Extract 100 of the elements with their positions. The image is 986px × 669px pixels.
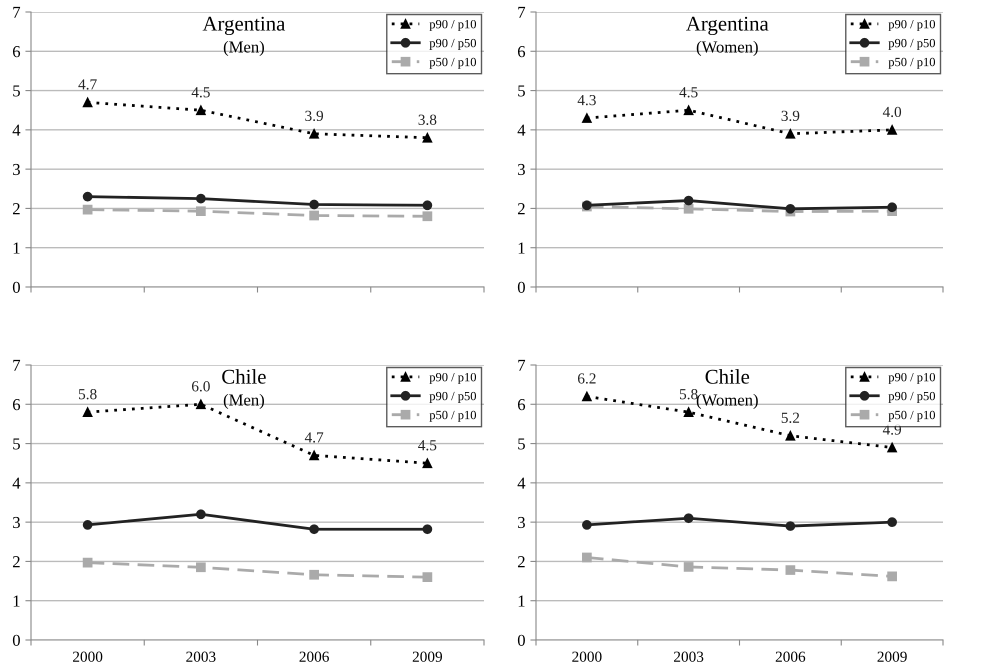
- data-label: 4.7: [78, 79, 97, 90]
- legend-label: p90 / p10: [888, 372, 936, 384]
- y-tick-label: 6: [12, 46, 20, 58]
- y-tick-label: 4: [12, 478, 20, 489]
- y-tick-label: 2: [518, 556, 525, 568]
- y-tick-label: 4: [518, 124, 526, 136]
- data-label: 4.5: [192, 87, 210, 98]
- point: [887, 571, 897, 582]
- y-tick-label: 2: [12, 203, 20, 214]
- chart-title: Argentina: [202, 16, 286, 36]
- x-tick-label: 2006: [776, 652, 806, 662]
- point: [684, 196, 694, 206]
- x-tick-label: 2009: [412, 652, 442, 662]
- y-tick-label: 0: [12, 282, 20, 293]
- point: [422, 200, 432, 210]
- legend-label: p90 / p50: [429, 38, 476, 50]
- data-label: 4.5: [679, 87, 698, 98]
- point: [196, 509, 206, 520]
- point: [582, 552, 592, 562]
- point: [82, 204, 92, 214]
- y-tick-label: 4: [12, 124, 20, 136]
- y-tick-label: 0: [12, 634, 20, 646]
- y-tick-label: 7: [518, 6, 526, 18]
- point: [786, 204, 796, 214]
- y-tick-label: 5: [518, 85, 525, 97]
- y-tick-label: 3: [518, 516, 525, 528]
- data-label: 3.8: [418, 114, 436, 125]
- point: [309, 128, 319, 139]
- point: [684, 204, 694, 214]
- legend-label: p90 / p10: [429, 20, 476, 31]
- legend-label: p90 / p50: [888, 38, 936, 50]
- point: [82, 97, 92, 108]
- y-tick-label: 4: [518, 478, 526, 489]
- legend-label: p50 / p10: [888, 410, 936, 422]
- point: [684, 562, 694, 572]
- text: (Women): [696, 394, 758, 409]
- point: [582, 113, 592, 123]
- x-tick-label: 2003: [186, 652, 216, 662]
- point: [684, 407, 694, 418]
- point: [422, 572, 432, 582]
- y-tick-label: 5: [518, 438, 525, 450]
- data-label: 3.9: [305, 110, 324, 122]
- y-tick-label: 6: [518, 399, 526, 410]
- chart-title: Chile: [222, 369, 266, 384]
- legend-label: p50 / p10: [429, 58, 476, 69]
- point: [887, 442, 897, 452]
- y-tick-label: 0: [518, 634, 525, 646]
- x-tick-label: 2009: [878, 652, 907, 662]
- data-label: 3.9: [782, 110, 800, 122]
- text: (Women): [696, 40, 758, 56]
- x-tick-label: 2000: [572, 652, 602, 662]
- point: [786, 430, 796, 441]
- point: [309, 210, 319, 220]
- point: [82, 558, 92, 568]
- y-tick-label: 3: [13, 164, 20, 176]
- y-tick-label: 1: [518, 595, 525, 606]
- point: [422, 211, 432, 222]
- data-label: 4.3: [578, 94, 596, 106]
- point: [196, 562, 206, 572]
- point: [582, 392, 592, 402]
- y-tick-label: 7: [13, 6, 20, 18]
- data-label: 4.5: [418, 440, 436, 450]
- point: [887, 124, 897, 135]
- y-tick-label: 5: [13, 85, 20, 97]
- point: [82, 407, 92, 418]
- point: [786, 128, 796, 139]
- y-tick-label: 1: [14, 595, 20, 606]
- point: [582, 520, 592, 530]
- chart-title: Argentina: [686, 16, 768, 36]
- point: [196, 399, 206, 410]
- point: [309, 200, 319, 210]
- data-label: 5.8: [78, 389, 97, 400]
- legend-label: p90 / p10: [429, 372, 476, 384]
- x-tick-label: 2006: [300, 652, 329, 662]
- data-label: 5.2: [782, 412, 800, 423]
- text: (Men): [224, 40, 264, 56]
- y-tick-label: 0: [518, 282, 525, 293]
- y-tick-label: 7: [518, 360, 526, 371]
- point: [422, 458, 432, 468]
- point: [422, 524, 432, 534]
- point: [309, 524, 319, 534]
- point: [82, 192, 92, 202]
- legend-label: p50 / p10: [429, 410, 476, 422]
- legend-label: p90 / p50: [429, 392, 476, 403]
- point: [684, 105, 694, 116]
- point: [786, 521, 796, 531]
- y-tick-label: 3: [518, 164, 525, 176]
- point: [309, 450, 319, 460]
- y-tick-label: 5: [13, 438, 20, 450]
- data-label: 5.8: [680, 389, 698, 400]
- chart-title: Chile: [706, 369, 750, 384]
- text: (Men): [224, 394, 264, 409]
- point: [422, 132, 432, 143]
- point: [887, 202, 897, 212]
- legend-label: p90 / p50: [888, 392, 936, 403]
- point: [82, 520, 92, 530]
- point: [786, 565, 796, 575]
- legend-label: p90 / p10: [888, 20, 936, 31]
- legend-label: p50 / p10: [888, 58, 936, 69]
- data-label: 6.0: [192, 381, 210, 392]
